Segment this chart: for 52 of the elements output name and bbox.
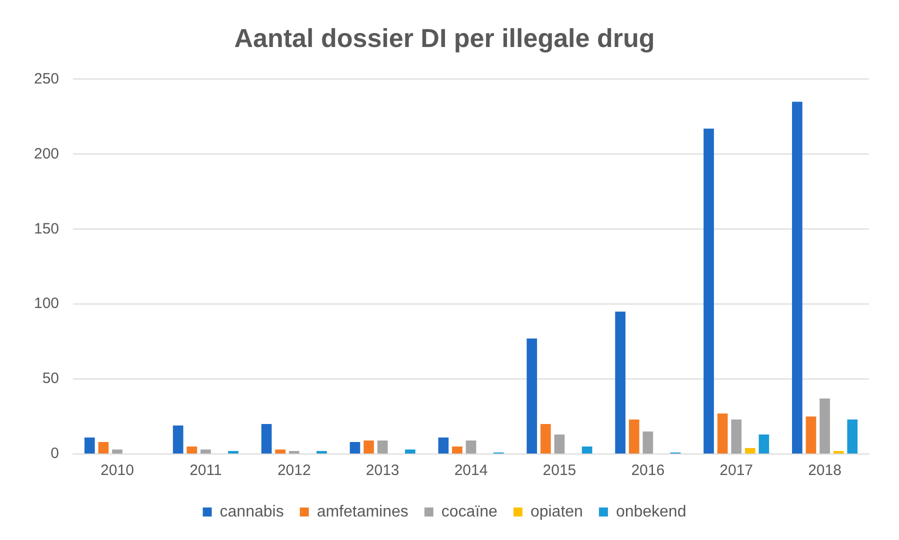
bar [438,438,449,454]
bar [731,420,742,454]
bar [744,448,756,454]
legend-label: cannabis [220,503,284,520]
x-tick-label: 2018 [808,462,842,480]
y-tick-label: 150 [34,220,60,238]
legend-label: onbekend [616,503,686,520]
bar [792,102,802,454]
bar [847,420,858,454]
y-tick-label: 250 [34,70,60,88]
bar [404,450,416,454]
bar [758,434,770,454]
bar [350,442,360,454]
bar [628,420,640,454]
x-tick-label: 2010 [100,462,134,480]
y-tick-label: 200 [34,145,60,162]
x-tick-label: 2015 [542,462,576,480]
x-tick-label: 2011 [190,462,222,480]
bar [717,414,728,454]
chart-title: Aantal dossier DI per illegale drug [234,22,655,53]
bar [112,450,122,454]
bar [582,446,592,454]
bar [452,446,462,454]
bar [98,442,109,454]
bar [806,416,816,454]
bar [540,424,551,454]
bar [364,440,374,454]
bar [615,312,626,454]
x-tick-label: 2014 [454,462,488,480]
y-tick-label: 100 [34,295,60,312]
legend-label: cocaïne [441,503,498,520]
bar [377,440,388,454]
bar [186,446,198,454]
y-tick-label: 50 [42,370,60,388]
bar [84,438,95,454]
bar [526,338,538,454]
bar [200,450,211,454]
x-tick-label: 2016 [631,462,665,480]
bar [704,128,714,454]
bar [275,450,286,454]
x-tick-label: 2017 [720,462,754,480]
bar [642,432,654,454]
bar [261,424,272,454]
bar [554,434,565,454]
bar [820,398,830,454]
bar [466,440,476,454]
x-tick-label: 2012 [277,462,311,480]
bar [172,426,184,454]
y-tick-label: 0 [50,445,60,462]
x-tick-label: 2013 [366,462,400,480]
legend-label: opiaten [530,503,583,520]
legend-label: amfetamines [316,503,408,520]
